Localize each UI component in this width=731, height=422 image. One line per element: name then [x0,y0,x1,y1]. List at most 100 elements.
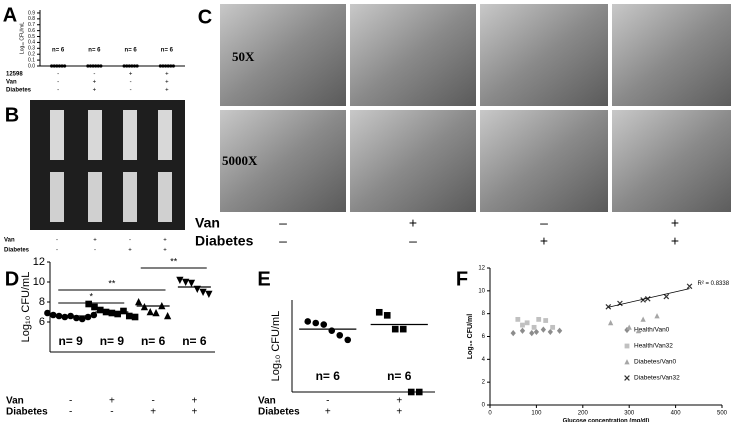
point [328,327,336,334]
condition-sign: + [165,72,169,78]
condition-sign: - [69,396,72,407]
x-tick-label: 200 [578,411,589,417]
panel-label: D [5,268,19,290]
y-tick-label: 0.4 [28,40,35,46]
condition-sign: - [57,72,59,78]
condition-sign: - [56,238,58,244]
point [140,303,149,311]
point [187,279,196,287]
x-tick-label: 0 [488,411,492,417]
point [96,64,100,68]
panel-label: F [456,268,468,290]
significance-label: * [89,291,93,301]
y-tick-label: 0 [482,403,486,409]
point [132,64,137,68]
condition-label: Van [6,396,24,407]
point [608,319,614,326]
condition-sign: + [671,233,679,249]
point [146,308,154,316]
point [85,300,92,308]
y-axis-label: Log₁₀ CFU/mL [19,22,25,54]
condition-sign: - [57,88,59,94]
point [135,64,139,68]
condition-sign: + [163,248,167,254]
legend-label: Health/Van32 [634,343,673,350]
condition-sign: - [69,407,72,418]
point [63,64,67,68]
point [94,64,98,68]
condition-sign: - [56,248,58,254]
point [626,324,632,330]
point [91,64,95,68]
y-tick-label: 12 [478,266,485,272]
point [99,64,103,68]
point [336,331,344,339]
panel-label: C [198,6,212,28]
point [640,316,646,322]
significance-label: ** [170,256,178,266]
point [61,313,69,321]
point [122,64,126,68]
condition-sign: + [129,72,133,78]
point [543,318,549,323]
point [78,315,86,323]
point [654,313,660,319]
condition-sign: - [129,238,131,244]
condition-label: 12598 [6,72,23,78]
condition-sign: - [93,72,95,78]
point [52,64,56,68]
point [169,64,173,68]
point [50,64,54,68]
point [96,306,104,314]
condition-sign: - [130,88,132,94]
condition-label: Diabetes [6,407,48,418]
point [199,288,207,296]
point [515,316,521,322]
y-axis-label: Log₁₀ CFU/ml [467,314,474,359]
legend-marker [624,343,630,349]
condition-sign: + [93,88,97,94]
point [125,312,133,320]
x-tick-label: 400 [671,411,682,417]
condition-sign: + [396,396,402,407]
y-tick-label: 0.5 [28,34,35,40]
point [120,307,127,315]
point [529,329,535,337]
y-tick-label: 12 [33,256,45,268]
point [161,64,165,68]
point [182,278,190,286]
point [550,324,556,330]
panel-label: B [5,104,19,126]
n-label: n= 6 [161,48,174,54]
point [547,328,553,336]
point [399,325,407,333]
point [49,311,57,319]
point [163,312,172,320]
y-tick-label: 10 [33,276,45,288]
point [407,388,415,396]
point [383,312,391,319]
condition-sign: + [93,80,97,86]
n-label: n= 6 [316,369,341,383]
point [84,313,92,321]
condition-sign: - [110,407,113,418]
point [163,64,168,68]
point [375,308,383,316]
condition-sign: + [191,396,197,407]
condition-sign: + [325,407,331,418]
y-axis-label: Log₁₀ CFU/mL [20,272,32,343]
legend-label: Health/Van0 [634,327,670,334]
condition-sign: - [57,80,59,86]
point [510,329,516,337]
n-label: n= 6 [125,48,138,54]
condition-sign: + [93,238,97,244]
point [57,64,62,68]
point [540,326,546,333]
point [312,319,320,327]
condition-label: Diabetes [6,88,32,94]
point [134,298,143,306]
n-label: n= 6 [182,334,207,348]
point [663,293,670,300]
point [108,309,116,317]
photo-b [30,100,185,230]
